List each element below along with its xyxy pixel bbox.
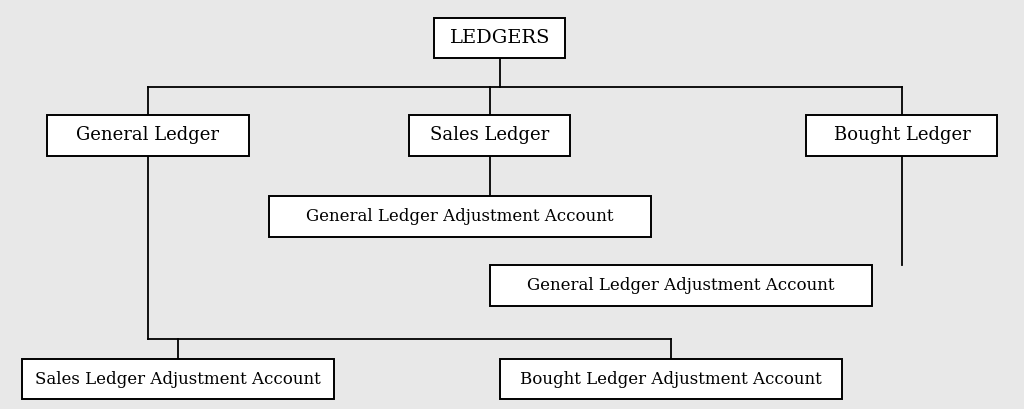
Text: Bought Ledger: Bought Ledger <box>834 126 971 144</box>
FancyBboxPatch shape <box>47 115 249 156</box>
FancyBboxPatch shape <box>489 265 871 306</box>
Text: General Ledger Adjustment Account: General Ledger Adjustment Account <box>527 277 835 294</box>
Text: General Ledger: General Ledger <box>77 126 219 144</box>
Text: Sales Ledger: Sales Ledger <box>430 126 550 144</box>
FancyBboxPatch shape <box>500 359 842 400</box>
Text: Sales Ledger Adjustment Account: Sales Ledger Adjustment Account <box>35 371 321 388</box>
FancyBboxPatch shape <box>410 115 570 156</box>
Text: Bought Ledger Adjustment Account: Bought Ledger Adjustment Account <box>520 371 821 388</box>
FancyBboxPatch shape <box>268 196 650 237</box>
Text: General Ledger Adjustment Account: General Ledger Adjustment Account <box>306 208 613 225</box>
FancyBboxPatch shape <box>434 18 565 58</box>
Text: LEDGERS: LEDGERS <box>450 29 550 47</box>
FancyBboxPatch shape <box>807 115 997 156</box>
FancyBboxPatch shape <box>23 359 334 400</box>
